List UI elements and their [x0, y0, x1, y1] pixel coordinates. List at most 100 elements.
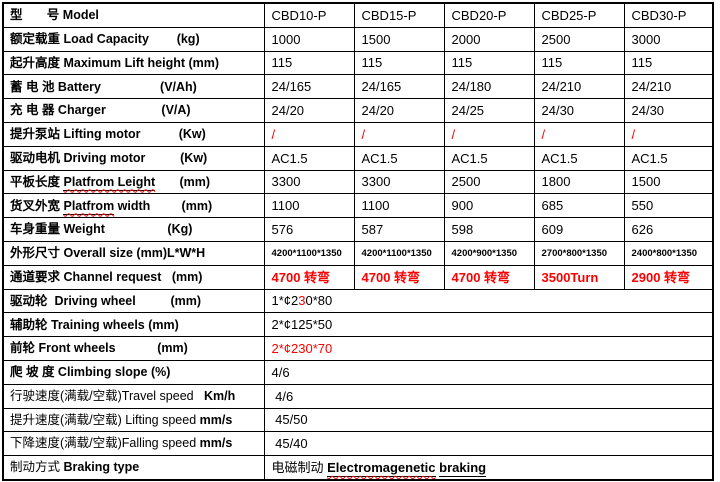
text-segment: 115	[361, 55, 383, 71]
value-charger-CBD30-P: 24/30	[623, 98, 714, 123]
value-charger-CBD20-P: 24/25	[443, 98, 535, 123]
label-overall-size: 外形尺寸 Overall size (mm)L*W*H	[2, 240, 265, 266]
text-segment: 1500	[361, 31, 391, 47]
row-lifting-motor: 提升泵站 Lifting motor (Kw) / / / / /	[2, 121, 714, 147]
value-load-capacity-CBD25-P: 2500	[533, 26, 625, 52]
text-segment: /	[451, 126, 456, 142]
value-channel-request-CBD10-P: 4700 转弯	[263, 264, 355, 290]
text-segment: 起升高度 Maximum Lift height (mm)	[10, 55, 220, 70]
label-braking-type: 制动方式 Braking type	[2, 455, 265, 481]
value-battery-CBD25-P: 24/210	[533, 74, 625, 100]
text-segment: 24/165	[361, 79, 402, 95]
row-braking-type: 制动方式 Braking type 电磁制动 Electromagenetic b…	[2, 455, 714, 481]
row-front-wheels: 前轮 Front wheels (mm) 2*¢230*70	[2, 336, 714, 361]
text-segment: 24/20	[271, 103, 305, 119]
text-segment: 4700 转弯	[271, 269, 331, 285]
text-segment: 609	[541, 222, 564, 238]
text-segment: 平板长度	[10, 174, 64, 189]
text-segment: 蓄 电 池 Battery (V/Ah)	[10, 79, 197, 94]
text-segment: 2000	[451, 31, 481, 47]
value-channel-request-CBD25-P: 3500Turn	[533, 264, 625, 290]
label-platform-length: 平板长度 Platfrom Leight (mm)	[2, 169, 265, 195]
row-driving-wheel: 驱动轮 Driving wheel (mm) 1*¢230*80	[2, 288, 714, 314]
text-segment: 3500Turn	[541, 269, 599, 285]
text-segment: 626	[631, 222, 654, 238]
value-channel-request-CBD20-P: 4700 转弯	[443, 264, 535, 290]
row-charger: 充 电 器 Charger (V/A) 24/20 24/20 24/25 24/30 2…	[2, 98, 714, 123]
value-driving-motor-CBD15-P: AC1.5	[353, 145, 445, 171]
text-segment: 24/210	[631, 79, 672, 95]
text-segment: 提升泵站 Lifting motor (Kw)	[10, 127, 206, 142]
text-segment: 45/40	[271, 436, 308, 452]
text-segment: braking	[439, 460, 487, 478]
value-weight-CBD25-P: 609	[533, 217, 625, 242]
text-segment: 下降速度(满载/空载)Falling speed	[10, 436, 200, 451]
text-segment: 3300	[361, 174, 391, 190]
label-falling-speed: 下降速度(满载/空载)Falling speed mm/s	[2, 431, 265, 457]
text-segment: 0*80	[305, 293, 333, 309]
text-segment: 2*¢125*50	[271, 317, 333, 333]
text-segment: AC1.5	[541, 150, 578, 166]
value-platform-width-CBD10-P: 1100	[263, 193, 355, 219]
value-platform-width-CBD15-P: 1100	[353, 193, 445, 219]
value-platform-width-CBD25-P: 685	[533, 193, 625, 219]
value-overall-size-CBD20-P: 4200*900*1350	[443, 240, 535, 266]
value-driving-motor-CBD30-P: AC1.5	[623, 145, 714, 171]
text-segment: 驱动轮 Driving wheel (mm)	[10, 293, 201, 308]
text-segment: 2*¢230*70	[271, 341, 333, 357]
label-platform-width: 货叉外宽 Platfrom width (mm)	[2, 193, 265, 219]
text-segment: 115	[271, 55, 293, 71]
text-segment: 4200*900*1350	[451, 247, 518, 259]
label-lift-height: 起升高度 Maximum Lift height (mm)	[2, 50, 265, 76]
row-training-wheels: 辅助轮 Training wheels (mm) 2*¢125*50	[2, 312, 714, 338]
value-model-CBD25-P: CBD25-P	[533, 2, 625, 28]
value-load-capacity-CBD30-P: 3000	[623, 26, 714, 52]
value-charger-CBD10-P: 24/20	[263, 98, 355, 123]
value-overall-size-CBD30-P: 2400*800*1350	[623, 240, 714, 266]
row-lifting-speed: 提升速度(满载/空载) Lifting speed mm/s 45/50	[2, 407, 714, 433]
text-segment: AC1.5	[631, 150, 668, 166]
value-channel-request-CBD30-P: 2900 转弯	[623, 264, 714, 290]
label-channel-request: 通道要求 Channel request (mm)	[2, 264, 265, 290]
text-segment: 外形尺寸 Overall size (mm)L*W*H	[10, 246, 206, 261]
label-model: 型 号 Model	[2, 2, 265, 28]
text-segment: 45/50	[271, 412, 308, 428]
text-segment: 货叉外宽	[10, 198, 64, 213]
value-travel-speed: 4/6	[263, 383, 714, 409]
value-battery-CBD10-P: 24/165	[263, 74, 355, 100]
text-segment: CBD25-P	[541, 7, 597, 23]
label-charger: 充 电 器 Charger (V/A)	[2, 98, 265, 123]
text-segment: 24/180	[451, 79, 492, 95]
text-segment: 通道要求 Channel request (mm)	[10, 269, 203, 284]
value-driving-motor-CBD25-P: AC1.5	[533, 145, 625, 171]
text-segment: 1000	[271, 31, 301, 47]
text-segment: 24/30	[631, 103, 665, 119]
text-segment: 2400*800*1350	[631, 247, 698, 259]
text-segment: 2500	[451, 174, 481, 190]
text-segment: 1800	[541, 174, 571, 190]
text-segment: CBD20-P	[451, 7, 507, 23]
value-battery-CBD30-P: 24/210	[623, 74, 714, 100]
text-segment: 24/210	[541, 79, 582, 95]
value-load-capacity-CBD20-P: 2000	[443, 26, 535, 52]
value-lifting-motor-CBD25-P: /	[533, 121, 625, 147]
text-segment: /	[361, 126, 366, 142]
value-model-CBD20-P: CBD20-P	[443, 2, 535, 28]
text-segment: 4200*1100*1350	[271, 247, 342, 259]
label-driving-wheel: 驱动轮 Driving wheel (mm)	[2, 288, 265, 314]
text-segment: 598	[451, 222, 474, 238]
value-platform-length-CBD10-P: 3300	[263, 169, 355, 195]
text-segment: 1100	[271, 198, 300, 214]
text-segment: 1500	[631, 174, 661, 190]
text-segment: 型 号 Model	[10, 8, 99, 23]
text-segment: 685	[541, 198, 564, 214]
text-segment: 115	[631, 55, 653, 71]
value-battery-CBD15-P: 24/165	[353, 74, 445, 100]
text-segment: 驱动电机 Driving motor (Kw)	[10, 150, 208, 165]
text-segment: mm/s	[199, 412, 233, 427]
value-overall-size-CBD15-P: 4200*1100*1350	[353, 240, 445, 266]
row-platform-width: 货叉外宽 Platfrom width (mm) 1100 1100 900 685 55…	[2, 193, 714, 219]
row-falling-speed: 下降速度(满载/空载)Falling speed mm/s 45/40	[2, 431, 714, 457]
value-front-wheels: 2*¢230*70	[263, 336, 714, 361]
